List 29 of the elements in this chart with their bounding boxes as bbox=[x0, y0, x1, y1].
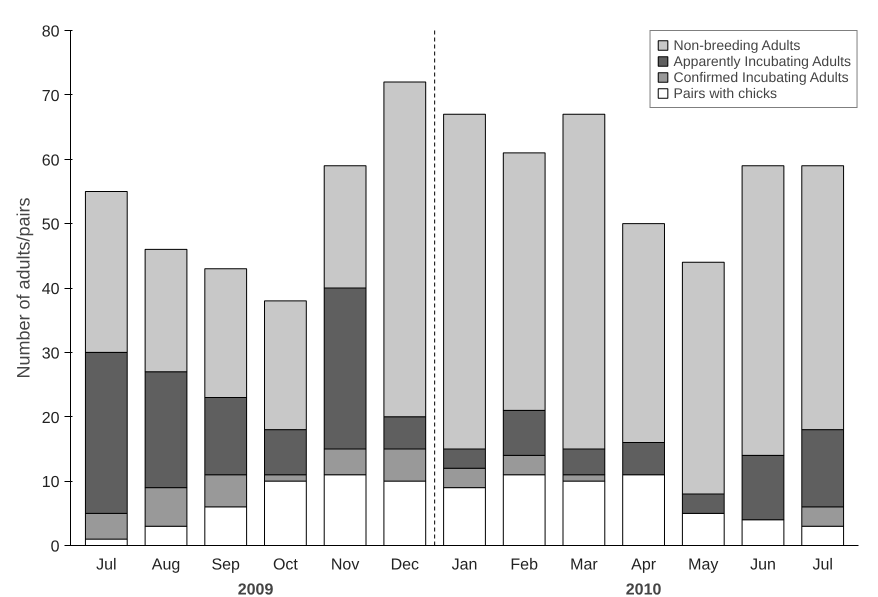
y-tick-label: 30 bbox=[42, 345, 60, 362]
x-tick-label: Jul bbox=[812, 556, 833, 574]
x-tick-label: Mar bbox=[570, 556, 598, 574]
x-tick-label: May bbox=[688, 556, 718, 574]
legend-label: Confirmed Incubating Adults bbox=[674, 69, 849, 85]
y-tick-label: 20 bbox=[42, 410, 60, 427]
y-tick-label: 0 bbox=[50, 538, 60, 556]
y-tick-label: 60 bbox=[42, 152, 60, 170]
y-axis-title: Number of adults/pairs bbox=[14, 197, 34, 379]
legend-label: Pairs with chicks bbox=[674, 85, 777, 101]
y-tick-label: 10 bbox=[42, 474, 60, 492]
x-tick-label: Oct bbox=[272, 556, 298, 574]
x-tick-label: Jul bbox=[96, 556, 117, 574]
x-tick-label: Jan bbox=[452, 556, 478, 574]
x-tick-label: Apr bbox=[631, 556, 657, 574]
text: 2010 bbox=[626, 582, 662, 597]
legend-label: Non-breeding Adults bbox=[674, 37, 800, 53]
x-tick-label: Dec bbox=[390, 556, 420, 574]
x-tick-label: Aug bbox=[152, 556, 180, 574]
x-tick-label: Jun bbox=[750, 556, 776, 574]
y-tick-label: 70 bbox=[42, 88, 60, 105]
y-tick-label: 80 bbox=[42, 24, 60, 40]
x-tick-label: Feb bbox=[510, 556, 538, 574]
y-tick-label: 40 bbox=[42, 281, 60, 298]
x-tick-label: Sep bbox=[211, 556, 240, 574]
legend-label: Apparently Incubating Adults bbox=[674, 53, 851, 69]
text: 2009 bbox=[238, 582, 274, 597]
x-tick-label: Nov bbox=[330, 556, 360, 574]
y-tick-label: 50 bbox=[42, 216, 60, 234]
